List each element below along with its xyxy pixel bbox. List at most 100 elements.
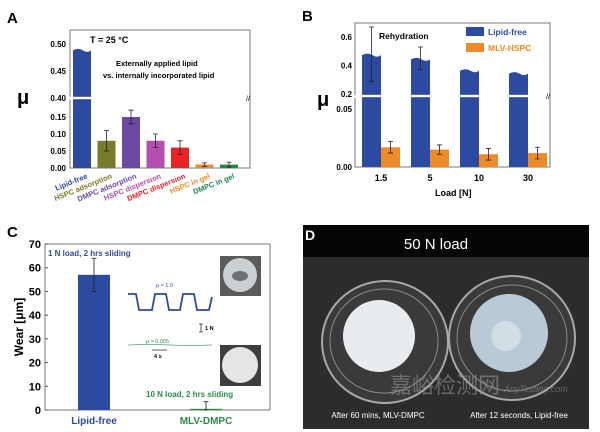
axis-break [353,95,357,98]
y-tick-label: 0.00 [336,163,352,172]
axis-break-gap [72,96,92,100]
y-tick-label: 20 [29,358,41,370]
axis-break-gap [508,94,529,98]
x-axis-label: Load [N] [435,188,472,198]
intact-disc [222,347,258,383]
force-scale-label: 1 N [205,326,214,332]
friction-trace-mlv [127,344,213,346]
intact-gel-disc [343,300,415,372]
bar [509,72,528,167]
panel-a-chart: T = 25 °C Externally applied lipid vs. i… [17,29,251,203]
y-tick-label: 0.10 [50,130,66,139]
panel-label-b: B [302,8,313,25]
bar [411,57,430,167]
y-tick-label: 0.15 [50,113,66,122]
bar [73,48,91,168]
legend-swatch-mlv-hspc [466,43,484,52]
panel-label-a: A [7,10,18,27]
y-axis-label: Wear [μm] [12,298,26,356]
y-tick-label: 60 [29,263,41,275]
caption-right: After 12 seconds, Lipid-free [470,411,568,420]
y-tick-label: 0.45 [50,67,66,76]
chart-title: T = 25 °C [90,35,129,45]
bar [381,147,400,167]
panel-d-photo: D 50 N load 嘉峪检测网 AnyTesting.com After 6… [303,225,589,429]
photo-header [303,225,589,257]
bar [122,117,140,168]
watermark: 嘉峪检测网 [390,373,500,398]
error-bar [91,257,97,292]
damage-center [491,321,521,351]
friction-trace-lipid-free [128,293,213,311]
watermark-sub: AnyTesting.com [503,384,568,394]
error-bar [128,109,134,125]
y-tick-label: 0.2 [341,90,353,99]
time-scale-label: 4 s [154,354,162,360]
bar [528,153,547,167]
error-bar [177,140,183,155]
wear-scar [232,271,248,281]
photo-title: 50 N load [404,236,468,253]
legend-swatch-lipid-free [466,27,484,36]
mu-high-label: μ ≈ 1.0 [156,283,173,289]
error-bar [437,144,442,155]
y-tick-label: 0.05 [50,147,66,156]
y-tick-label: 0.05 [336,105,352,114]
axis-break-gap [410,94,431,98]
bar [171,147,189,168]
x-tick-label: 30 [523,173,533,183]
axis-break-mark: // [546,94,550,101]
y-tick-label: 30 [29,334,41,346]
error-bar [535,146,540,160]
y-tick-label: 10 [29,381,41,393]
error-bar [418,46,423,71]
x-tick-label: Lipid-free [71,416,117,427]
panel-label-d: D [305,227,315,243]
axis-break-gap [361,94,382,98]
bar [146,140,165,168]
bar [97,140,116,168]
y-tick-label: 50 [29,286,41,298]
axis-break-gap [459,94,480,98]
annotation-line-1: Externally applied lipid [116,59,198,68]
y-tick-label: 0.40 [50,94,66,103]
x-tick-label: 1.5 [375,173,388,183]
chart-title: Rehydration [379,31,429,41]
error-bar [203,401,209,411]
axis-break-mark: // [246,96,250,103]
axis-break [68,96,72,100]
petri-dish-right-rim [456,284,568,392]
y-tick-label: 0.00 [50,164,66,173]
annotation-line-2: vs. internally incorporated lipid [103,71,215,80]
annotation-mlv: 10 N load, 2 hrs sliding [146,390,233,399]
y-tick-label: 70 [29,239,41,251]
bar [78,274,110,410]
legend-label-lipid-free: Lipid-free [488,27,527,37]
panel-b-chart: Rehydration μ Load [N] Lipid-free MLV-HS… [317,22,551,198]
mu-low-label: μ ≈ 0.005 [146,339,169,345]
error-bar [202,162,207,167]
x-tick-label: 10 [474,173,484,183]
bar [362,53,381,167]
y-tick-label: 40 [29,310,41,322]
plot-frame [44,243,271,411]
caption-left: After 60 mins, MLV-DMPC [331,411,424,420]
panel-c-chart: Wear [μm] 1 N load, 2 hrs sliding 10 N l… [12,239,271,427]
bar [479,154,498,167]
force-scale-bar [199,323,203,333]
y-axis-label: μ [317,89,329,111]
error-bar [369,26,374,82]
annotation-lipid-free: 1 N load, 2 hrs sliding [48,249,131,258]
panel-label-c: C [7,224,18,241]
y-axis-label: μ [17,87,29,109]
error-bar [153,133,158,148]
error-bar [226,161,232,168]
x-tick-label: 5 [427,173,432,183]
bar [460,69,479,167]
y-tick-label: 0.4 [341,62,353,71]
y-tick-label: 0 [35,405,41,417]
legend-label-mlv-hspc: MLV-HSPC [488,43,531,53]
y-tick-label: 0.50 [50,40,66,49]
y-tick-label: 0.6 [341,33,353,42]
